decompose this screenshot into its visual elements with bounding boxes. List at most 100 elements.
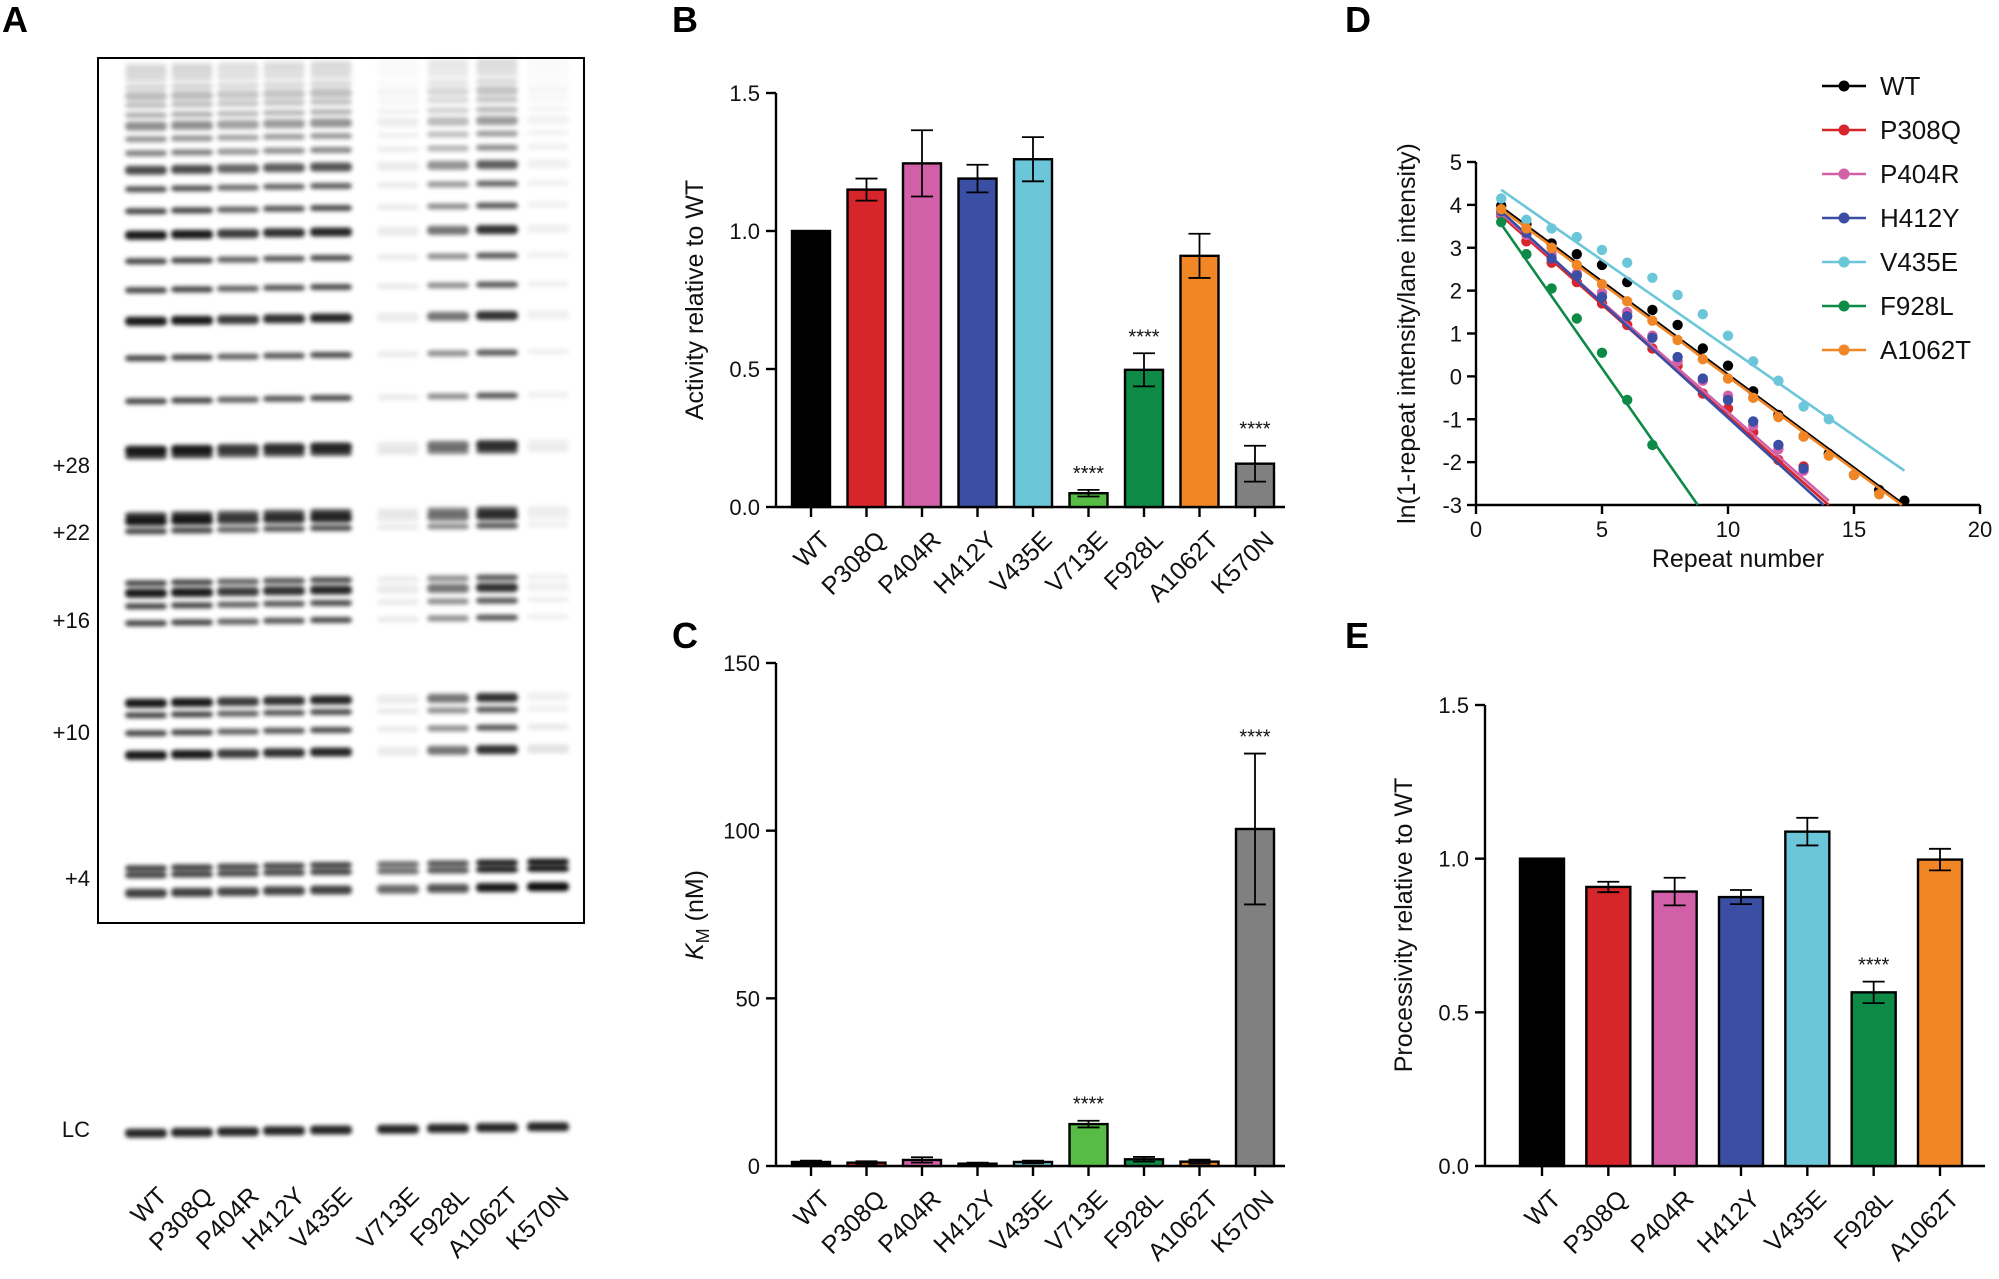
gel-panel: +28 +22 +16 +10 +4 LC WTP308QP404RH412YV… <box>53 57 585 1264</box>
gel-band <box>263 869 305 876</box>
gel-band <box>217 285 259 292</box>
gel-band <box>427 575 469 582</box>
y-tick-label: 1.0 <box>729 219 760 244</box>
gel-band <box>427 107 469 114</box>
gel-band <box>171 207 213 214</box>
error-bar <box>1730 889 1752 906</box>
gel-band <box>263 119 305 129</box>
gel-band <box>125 102 167 109</box>
gel-band <box>476 724 518 731</box>
bar-v435e <box>1012 158 1054 509</box>
data-point <box>1773 375 1784 386</box>
gel-band <box>125 588 167 598</box>
gel-band <box>171 83 213 90</box>
gel-band <box>310 205 352 211</box>
gel-band <box>476 106 518 113</box>
data-point <box>1571 231 1583 243</box>
gel-band <box>427 62 469 72</box>
data-point <box>1798 401 1809 412</box>
data-point <box>1722 360 1734 371</box>
legend-label: P308Q <box>1880 115 1961 145</box>
data-point <box>1722 394 1734 406</box>
bar-p404r <box>1651 890 1698 1168</box>
gel-band-label: +4 <box>65 866 90 891</box>
gel-band-label: +22 <box>53 520 90 545</box>
data-point <box>1647 272 1658 283</box>
gel-band <box>427 507 469 514</box>
data-point <box>1823 450 1835 461</box>
gel-band <box>125 872 167 879</box>
category-label: P404R <box>873 1185 947 1259</box>
category-label: V713E <box>1040 1185 1113 1258</box>
gel-band <box>310 509 352 515</box>
significance-label: **** <box>1858 955 1889 977</box>
gel-band <box>171 587 213 597</box>
bar-h412y <box>957 177 998 509</box>
gel-band <box>171 619 213 626</box>
gel-band <box>217 164 259 174</box>
gel-band <box>125 76 167 83</box>
y-tick-label: 1 <box>1450 322 1462 347</box>
gel-band <box>217 710 259 717</box>
gel-band <box>427 282 469 289</box>
gel-band <box>217 587 259 597</box>
gel-band <box>427 160 469 170</box>
gel-band <box>171 135 213 142</box>
legend-label: F928L <box>1880 291 1954 321</box>
gel-band <box>527 858 569 865</box>
bar-a1062t <box>1179 254 1220 509</box>
gel-band <box>263 886 305 896</box>
gel-band <box>377 508 419 515</box>
gel-band <box>377 861 419 868</box>
gel-band <box>263 133 305 140</box>
gel-band <box>527 744 569 754</box>
gel-band <box>377 87 419 97</box>
gel-band <box>377 726 419 733</box>
gel-band <box>476 597 518 604</box>
gel-band <box>171 286 213 293</box>
gel-band <box>527 310 569 320</box>
gel-band <box>310 88 352 98</box>
series-h412y <box>1496 206 1825 506</box>
gel-band <box>125 580 167 587</box>
gel-band <box>427 440 469 450</box>
gel-band <box>171 511 213 518</box>
legend-marker <box>1838 256 1850 268</box>
gel-band <box>427 583 469 593</box>
bar-f928l <box>1123 368 1165 509</box>
gel-band <box>377 884 419 894</box>
gel-band <box>171 111 213 118</box>
data-point <box>1823 414 1835 425</box>
gel-band <box>263 99 305 106</box>
gel-bands <box>125 57 569 1138</box>
gel-band <box>377 694 419 704</box>
gel-band <box>310 183 352 189</box>
gel-band <box>263 1126 305 1136</box>
gel-band <box>310 747 352 757</box>
gel-band <box>527 115 569 125</box>
gel-band <box>171 257 213 264</box>
bar-p308q <box>1585 885 1632 1168</box>
gel-band <box>377 394 419 401</box>
gel-band <box>217 229 259 239</box>
gel-band <box>263 617 305 624</box>
gel-band <box>527 57 569 63</box>
gel-band <box>217 396 259 403</box>
legend-item: P404R <box>1822 159 1960 189</box>
y-axis-title: Activity relative to WT <box>681 180 709 420</box>
gel-band-label: +16 <box>53 608 90 633</box>
legend-marker <box>1838 300 1850 312</box>
gel-band <box>171 729 213 736</box>
error-bar <box>966 1161 989 1166</box>
gel-band <box>427 131 469 138</box>
legend-marker <box>1838 80 1850 92</box>
gel-band <box>217 256 259 263</box>
gel-band <box>427 86 469 96</box>
gel-band <box>263 600 305 607</box>
x-tick-label: 20 <box>1968 517 1992 542</box>
error-bar <box>1077 488 1100 498</box>
panel-letter-e: E <box>1345 615 1369 656</box>
data-point <box>1496 203 1507 215</box>
data-point <box>1521 223 1532 234</box>
